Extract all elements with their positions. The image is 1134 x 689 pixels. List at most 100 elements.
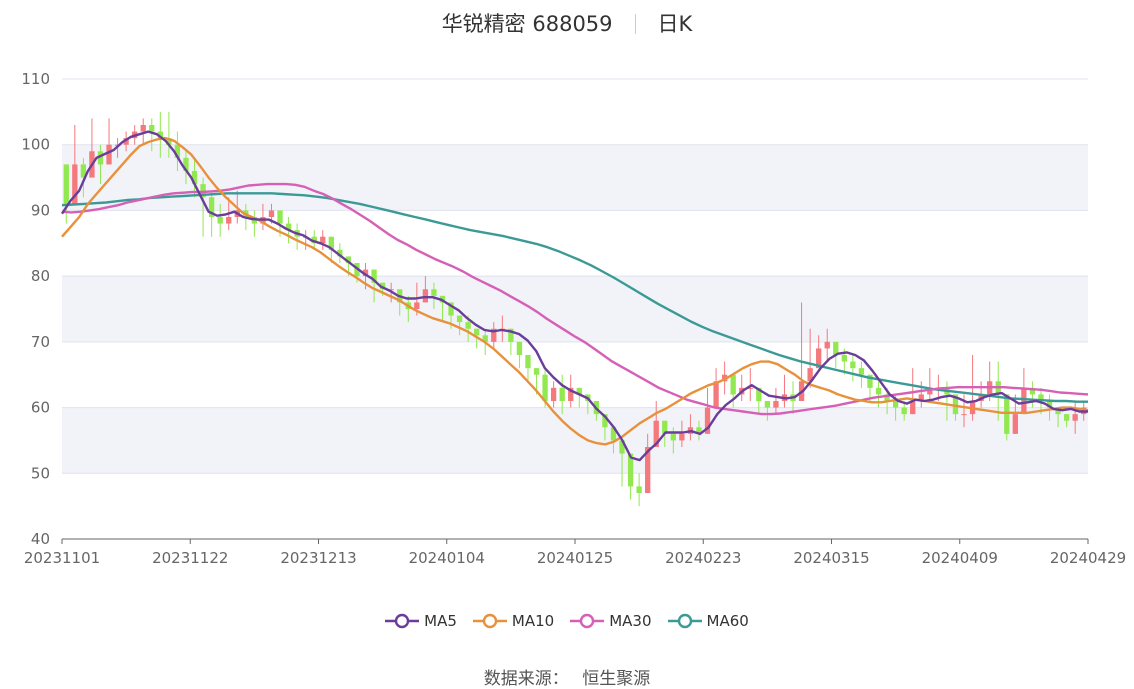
candle-body — [320, 236, 326, 244]
x-tick-label: 20240409 — [922, 549, 998, 567]
y-tick-label: 110 — [21, 70, 50, 88]
legend-label: MA5 — [424, 612, 457, 630]
candle-body — [867, 374, 873, 388]
candle-body — [610, 427, 617, 441]
candle-body — [106, 144, 112, 165]
ma60-line — [61, 192, 1088, 403]
candle-body — [422, 289, 429, 303]
candle-body — [1012, 414, 1018, 434]
candle-body — [841, 355, 847, 362]
candle-body — [80, 164, 87, 178]
candle-body — [653, 420, 659, 447]
chart-title: 华锐精密 688059 日K — [0, 8, 1134, 38]
candle-body — [807, 368, 813, 382]
candle-body — [662, 420, 668, 434]
candle-body — [645, 447, 651, 493]
legend-marker-icon — [385, 613, 420, 629]
candle-body — [277, 210, 283, 224]
candle-body — [747, 387, 753, 389]
candle-body — [345, 256, 352, 263]
candle-body — [773, 401, 779, 408]
source-label: 数据来源： — [483, 669, 569, 689]
candle-body — [140, 125, 146, 132]
candle-body — [850, 361, 856, 369]
candle-body — [1046, 401, 1053, 408]
legend-item-ma30[interactable]: MA30 — [570, 612, 652, 630]
candle-body — [371, 269, 377, 283]
candle-body — [226, 217, 232, 224]
candle-body — [927, 387, 933, 395]
candle-body — [833, 341, 839, 355]
candle-body — [285, 223, 292, 231]
candle-body — [174, 144, 181, 158]
candle-body — [491, 328, 497, 342]
candle-body — [1072, 414, 1078, 421]
y-tick-label: 50 — [31, 464, 50, 482]
candle-body — [602, 414, 608, 428]
candle-body — [559, 387, 565, 401]
candle-body — [619, 440, 625, 454]
y-tick-label: 80 — [31, 267, 50, 285]
period-label: 日K — [657, 12, 693, 36]
candle-body — [816, 348, 822, 369]
candle-body — [764, 401, 771, 408]
band-90 — [62, 144, 1088, 211]
candle-body — [568, 387, 574, 401]
candle-body — [431, 289, 437, 296]
source-value: 恒生聚源 — [582, 669, 651, 689]
candle-body — [217, 217, 223, 224]
candle-body — [166, 138, 172, 145]
legend: MA5 MA10 MA30 MA60 — [0, 612, 1134, 633]
stock-name: 华锐精密 688059 — [441, 12, 613, 36]
x-tick-label: 20231213 — [280, 549, 356, 567]
candle-body — [918, 394, 924, 401]
legend-marker-icon — [472, 613, 507, 629]
candle-body — [388, 289, 394, 291]
candle-body — [362, 269, 369, 277]
y-tick-label: 70 — [31, 333, 50, 351]
candle-body — [72, 164, 78, 204]
candle-body — [910, 401, 916, 415]
candle-body — [123, 138, 129, 145]
x-tick-label: 20231122 — [152, 549, 228, 567]
candle-body — [268, 210, 275, 217]
candle-body — [448, 302, 454, 316]
candle-body — [328, 236, 334, 250]
candle-body — [952, 394, 959, 415]
background-bands — [62, 144, 1088, 474]
candle-body — [1055, 407, 1061, 415]
candle-body — [208, 197, 215, 217]
candle-body — [704, 407, 711, 434]
candle-body — [696, 427, 702, 434]
candle-body — [713, 381, 719, 408]
ma5-line — [60, 130, 1088, 462]
y-tick-label: 90 — [31, 201, 50, 219]
candle-body — [183, 157, 189, 171]
legend-item-ma5[interactable]: MA5 — [385, 612, 457, 630]
candle-body — [456, 315, 463, 323]
x-tick-label: 20240125 — [537, 549, 613, 567]
x-tick-label: 20240429 — [1050, 549, 1126, 567]
legend-item-ma10[interactable]: MA10 — [472, 612, 554, 630]
legend-item-ma60[interactable]: MA60 — [667, 612, 749, 630]
legend-label: MA30 — [609, 612, 652, 630]
candle-body — [730, 374, 736, 395]
legend-marker-icon — [667, 613, 702, 629]
candle-body — [542, 374, 548, 401]
band-50 — [62, 407, 1088, 474]
candle-body — [191, 171, 198, 185]
candle-body — [157, 131, 163, 139]
candle-body — [627, 453, 634, 487]
candle-body — [149, 125, 155, 132]
x-axis: 20231101 20231122 20231213 20240104 20240125… — [24, 538, 1126, 567]
x-tick-label: 20240104 — [409, 549, 485, 567]
candle-body — [1038, 394, 1044, 401]
candle-body — [901, 407, 907, 415]
candle-body — [474, 328, 480, 336]
candle-body — [482, 335, 488, 342]
candle-body — [337, 249, 343, 257]
x-tick-label: 20231101 — [24, 549, 100, 567]
candle-body — [679, 433, 685, 441]
candle-body — [961, 414, 967, 416]
candle-body — [636, 486, 642, 493]
